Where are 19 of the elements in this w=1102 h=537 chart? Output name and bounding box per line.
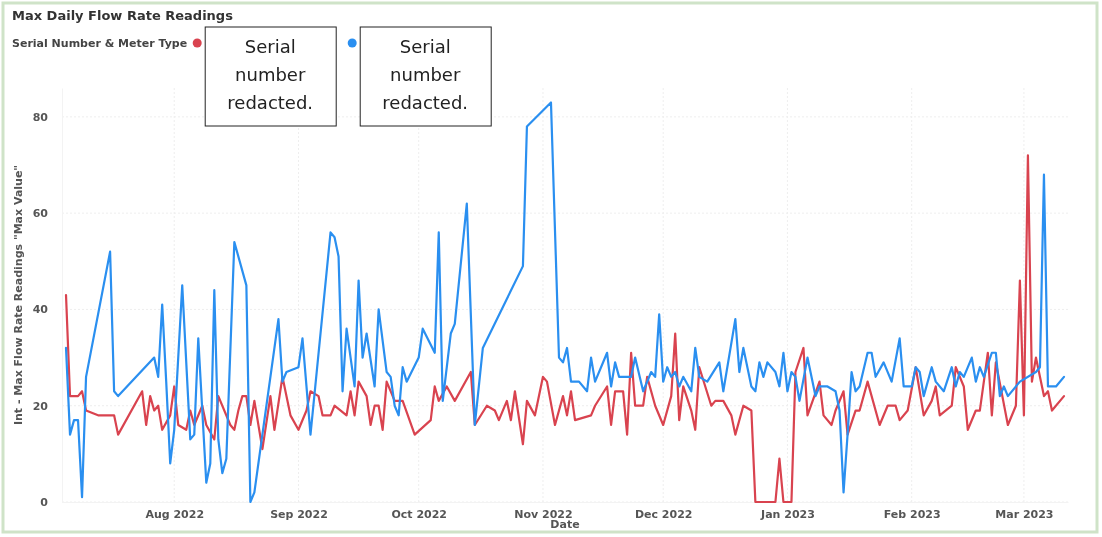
- x-tick-label: Nov 2022: [514, 507, 573, 521]
- y-tick-label: 40: [32, 303, 49, 317]
- legend-label: Serial number redacted.: [382, 36, 469, 113]
- x-tick-label: Sep 2022: [270, 507, 328, 521]
- y-tick-label: 80: [32, 110, 49, 124]
- y-tick-label: 0: [40, 496, 49, 510]
- y-tick-label: 60: [32, 207, 49, 221]
- x-tick-label: Mar 2023: [995, 507, 1054, 521]
- y-axis-title: Int - Max Flow Rate Readings "Max Value": [12, 164, 25, 426]
- x-tick-label: Jan 2023: [760, 507, 815, 521]
- x-tick-label: Feb 2023: [883, 507, 941, 521]
- x-tick-label: Aug 2022: [145, 507, 205, 521]
- legend-title: Serial Number & Meter Type: [12, 37, 188, 50]
- x-tick-label: Dec 2022: [634, 507, 693, 521]
- x-tick-label: Oct 2022: [391, 507, 447, 521]
- x-axis-title: Date: [550, 518, 580, 531]
- y-tick-label: 20: [32, 399, 49, 413]
- legend-label: Serial number redacted.: [227, 36, 314, 113]
- chart-title: Max Daily Flow Rate Readings: [12, 8, 234, 23]
